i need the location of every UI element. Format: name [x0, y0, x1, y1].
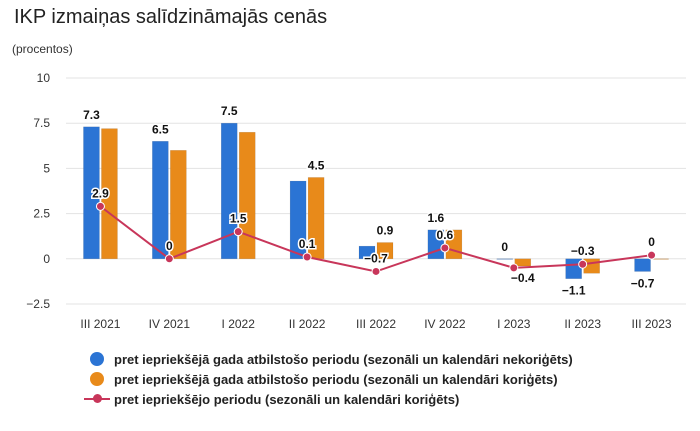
legend-item-series-2[interactable]: pret iepriekšējā gada atbilstošo periodu…	[84, 369, 573, 389]
data-label-series-3: 0.6	[437, 228, 454, 242]
legend-marker-series-2	[84, 369, 110, 389]
point-series-3	[509, 263, 519, 273]
data-label-series-2: −0.4	[511, 271, 535, 285]
point-series-3	[302, 252, 312, 262]
bar-series-1	[358, 245, 376, 260]
legend-marker-series-1	[84, 349, 110, 369]
point-series-3	[440, 243, 450, 253]
chart-legend: pret iepriekšējā gada atbilstošo periodu…	[84, 349, 573, 409]
bar-series-2	[514, 258, 532, 267]
point-series-3	[233, 227, 243, 237]
y-tick-label: 0	[43, 252, 50, 266]
point-series-3	[95, 201, 105, 211]
bar-series-1	[83, 126, 100, 260]
data-label-series-1: 0	[501, 240, 508, 254]
legend-marker-series-3	[84, 389, 110, 409]
x-tick-label: IV 2021	[149, 317, 191, 331]
bar-series-1	[289, 180, 307, 260]
x-tick-label: III 2022	[356, 317, 396, 331]
bar-series-2	[652, 258, 669, 260]
data-label-series-3: −0.3	[571, 244, 595, 258]
y-axis-unit-label: (procentos)	[12, 42, 73, 56]
point-series-3	[578, 259, 588, 269]
bar-series-1	[152, 141, 169, 260]
bar-series-2	[170, 150, 187, 260]
bar-series-2	[376, 242, 394, 260]
bar-series-1	[220, 122, 238, 260]
data-label-series-2: 0.9	[377, 224, 394, 238]
x-tick-label: II 2023	[564, 317, 601, 331]
data-label-series-3: −0.7	[364, 251, 388, 265]
data-label-series-2: 4.5	[308, 158, 325, 172]
x-tick-label: I 2023	[497, 317, 531, 331]
bar-series-2	[101, 128, 118, 260]
x-tick-label: III 2023	[632, 317, 672, 331]
legend-label-series-2: pret iepriekšējā gada atbilstošo periodu…	[114, 371, 558, 387]
data-label-series-3: 0.1	[299, 237, 316, 251]
point-series-3	[371, 266, 381, 276]
bar-series-1	[634, 258, 651, 272]
chart-title: IKP izmaiņas salīdzināmajās cenās	[14, 6, 328, 28]
data-label-series-1: −1.1	[562, 284, 586, 298]
point-series-3	[164, 254, 174, 264]
data-label-series-1: 7.3	[83, 108, 100, 122]
data-label-series-3: 0	[166, 239, 173, 253]
data-label-series-3: 2.9	[92, 186, 109, 200]
data-label-series-3: 0	[648, 235, 655, 249]
x-tick-label: III 2021	[80, 317, 120, 331]
data-label-series-1: 6.5	[152, 122, 169, 136]
bar-series-2	[238, 131, 256, 260]
x-tick-label: IV 2022	[424, 317, 466, 331]
y-tick-label: 7.5	[33, 116, 50, 130]
x-tick-label: II 2022	[289, 317, 326, 331]
y-tick-label: −2.5	[26, 297, 50, 311]
y-tick-label: 5	[43, 161, 50, 175]
data-label-series-3: 1.5	[230, 212, 247, 226]
point-series-3	[647, 250, 657, 260]
data-label-series-1: −0.7	[631, 276, 655, 290]
y-tick-label: 10	[37, 71, 51, 85]
x-tick-label: I 2022	[222, 317, 256, 331]
legend-label-series-1: pret iepriekšējā gada atbilstošo periodu…	[114, 351, 573, 367]
legend-item-series-1[interactable]: pret iepriekšējā gada atbilstošo periodu…	[84, 349, 573, 369]
bar-series-1	[496, 258, 514, 260]
data-label-series-1: 7.5	[221, 104, 238, 118]
legend-item-series-3[interactable]: pret iepriekšējo periodu (sezonāli un ka…	[84, 389, 573, 409]
data-label-series-1: 1.6	[428, 211, 445, 225]
y-tick-label: 2.5	[33, 207, 50, 221]
legend-label-series-3: pret iepriekšējo periodu (sezonāli un ka…	[114, 391, 460, 407]
